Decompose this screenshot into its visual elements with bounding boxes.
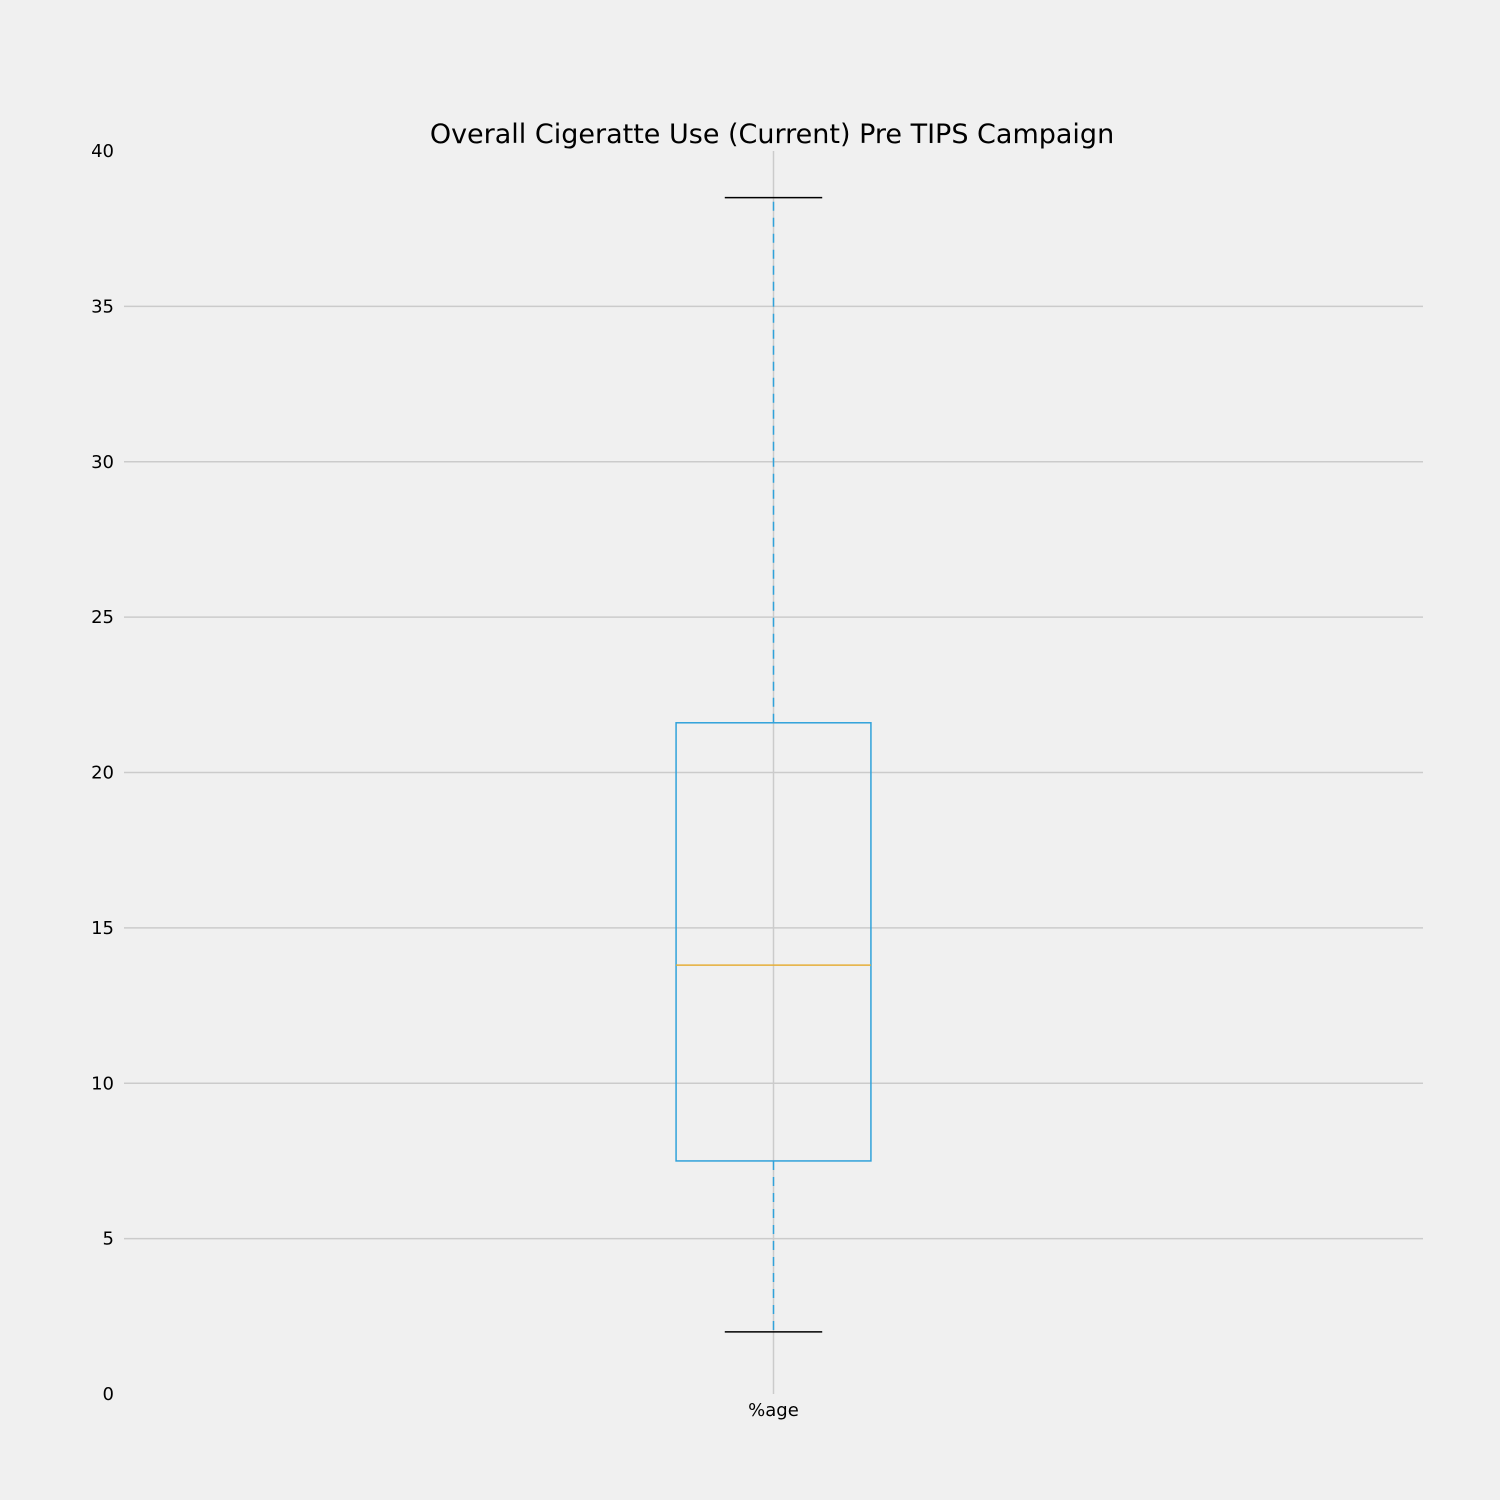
box-plot-series xyxy=(675,196,872,1333)
y-tick-label: 0 xyxy=(103,1384,114,1405)
y-tick-label: 10 xyxy=(91,1073,114,1094)
y-tick-label: 15 xyxy=(91,918,114,939)
y-tick-label: 20 xyxy=(91,763,114,784)
y-tick-label: 25 xyxy=(91,607,114,628)
y-tick-label: 35 xyxy=(91,296,114,317)
y-tick-label: 40 xyxy=(91,141,114,162)
y-tick-label: 30 xyxy=(91,452,114,473)
chart-title: Overall Cigeratte Use (Current) Pre TIPS… xyxy=(430,119,1114,150)
interquartile-box xyxy=(675,722,872,1162)
y-tick-label: 5 xyxy=(103,1229,114,1250)
x-axis-ticks: %age xyxy=(748,1400,799,1421)
x-tick-label: %age xyxy=(748,1400,799,1421)
y-axis-ticks: 0 5 10 15 20 25 30 35 40 xyxy=(91,141,114,1405)
